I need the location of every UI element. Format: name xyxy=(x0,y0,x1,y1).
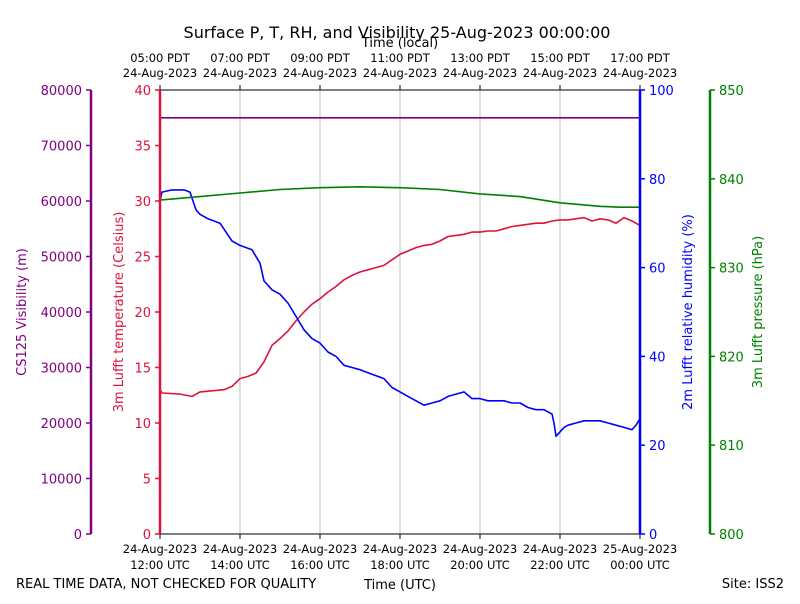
pressure-tick-label: 820 xyxy=(719,350,744,365)
temperature-tick-label: 5 xyxy=(143,473,151,488)
top-tick-label: 17:00 PDT xyxy=(610,51,671,65)
x-tick-label: 24-Aug-2023 xyxy=(363,542,437,556)
visibility-tick-label: 10000 xyxy=(41,473,82,488)
pressure-tick-label: 830 xyxy=(719,262,744,277)
visibility-tick-label: 70000 xyxy=(41,140,82,155)
top-tick-label: 05:00 PDT xyxy=(130,51,191,65)
humidity-tick-label: 40 xyxy=(649,350,666,365)
visibility-tick-label: 20000 xyxy=(41,417,82,432)
temperature-tick-label: 10 xyxy=(134,417,151,432)
x-tick-label: 24-Aug-2023 xyxy=(123,542,197,556)
top-tick-label: 24-Aug-2023 xyxy=(123,66,197,80)
visibility-tick-label: 60000 xyxy=(41,195,82,210)
series-layer xyxy=(159,117,641,438)
top-tick-label: 24-Aug-2023 xyxy=(283,66,357,80)
humidity-tick-label: 80 xyxy=(649,173,666,188)
visibility-tick-label: 50000 xyxy=(41,251,82,266)
x-tick-label: 18:00 UTC xyxy=(370,558,430,572)
top-tick-label: 24-Aug-2023 xyxy=(203,66,277,80)
visibility-tick-label: 40000 xyxy=(41,306,82,321)
temperature-tick-label: 20 xyxy=(134,306,151,321)
top-tick-label: 07:00 PDT xyxy=(210,51,271,65)
x-tick-label: 00:00 UTC xyxy=(610,558,670,572)
humidity-series-line xyxy=(159,189,641,438)
top-tick-label: 24-Aug-2023 xyxy=(443,66,517,80)
humidity-tick-label: 20 xyxy=(649,439,666,454)
visibility-tick-label: 30000 xyxy=(41,362,82,377)
top-axis-label: Time (local) xyxy=(361,36,438,51)
chart-title: Surface P, T, RH, and Visibility 25-Aug-… xyxy=(184,23,611,42)
temperature-series-line xyxy=(159,216,641,398)
pressure-tick-label: 800 xyxy=(719,528,744,543)
x-tick-label: 16:00 UTC xyxy=(290,558,350,572)
top-tick-label: 24-Aug-2023 xyxy=(603,66,677,80)
top-tick-label: 09:00 PDT xyxy=(290,51,351,65)
axes-layer: 24-Aug-2023 12:00 UTC 24-Aug-2023 14:00 UTC… xyxy=(41,51,744,572)
pressure-axis-label: 3m Lufft pressure (hPa) xyxy=(751,236,766,388)
site-label: Site: ISS2 xyxy=(722,577,784,592)
visibility-axis-label: CS125 Visibility (m) xyxy=(15,248,30,376)
quality-note: REAL TIME DATA, NOT CHECKED FOR QUALITY xyxy=(16,577,316,592)
top-tick-label: 24-Aug-2023 xyxy=(523,66,597,80)
x-tick-label: 14:00 UTC xyxy=(210,558,270,572)
visibility-tick-label: 80000 xyxy=(41,84,82,99)
top-tick-label: 15:00 PDT xyxy=(530,51,591,65)
humidity-axis-label: 2m Lufft relative humidity (%) xyxy=(681,214,696,410)
visibility-tick-label: 0 xyxy=(74,528,82,543)
pressure-tick-label: 810 xyxy=(719,439,744,454)
temperature-tick-label: 25 xyxy=(134,251,151,266)
x-tick-label: 24-Aug-2023 xyxy=(203,542,277,556)
pressure-tick-label: 840 xyxy=(719,173,744,188)
humidity-tick-label: 100 xyxy=(649,84,674,99)
top-tick-label: 11:00 PDT xyxy=(370,51,431,65)
temperature-tick-label: 0 xyxy=(143,528,151,543)
pressure-series-line xyxy=(159,186,640,208)
humidity-tick-label: 60 xyxy=(649,262,666,277)
x-tick-label: 12:00 UTC xyxy=(130,558,190,572)
top-tick-label: 13:00 PDT xyxy=(450,51,511,65)
temperature-tick-label: 15 xyxy=(134,362,151,377)
temperature-tick-label: 35 xyxy=(134,140,151,155)
x-tick-label: 20:00 UTC xyxy=(450,558,510,572)
x-axis-label: Time (UTC) xyxy=(363,578,436,593)
top-tick-label: 24-Aug-2023 xyxy=(363,66,437,80)
temperature-axis-label: 3m Lufft temperature (Celsius) xyxy=(112,212,127,413)
x-tick-label: 25-Aug-2023 xyxy=(603,542,677,556)
pressure-tick-label: 850 xyxy=(719,84,744,99)
humidity-tick-label: 0 xyxy=(649,528,657,543)
temperature-tick-label: 30 xyxy=(134,195,151,210)
x-tick-label: 24-Aug-2023 xyxy=(523,542,597,556)
temperature-tick-label: 40 xyxy=(134,84,151,99)
x-tick-label: 24-Aug-2023 xyxy=(443,542,517,556)
x-tick-label: 22:00 UTC xyxy=(530,558,590,572)
x-tick-label: 24-Aug-2023 xyxy=(283,542,357,556)
grid-layer xyxy=(239,90,561,534)
